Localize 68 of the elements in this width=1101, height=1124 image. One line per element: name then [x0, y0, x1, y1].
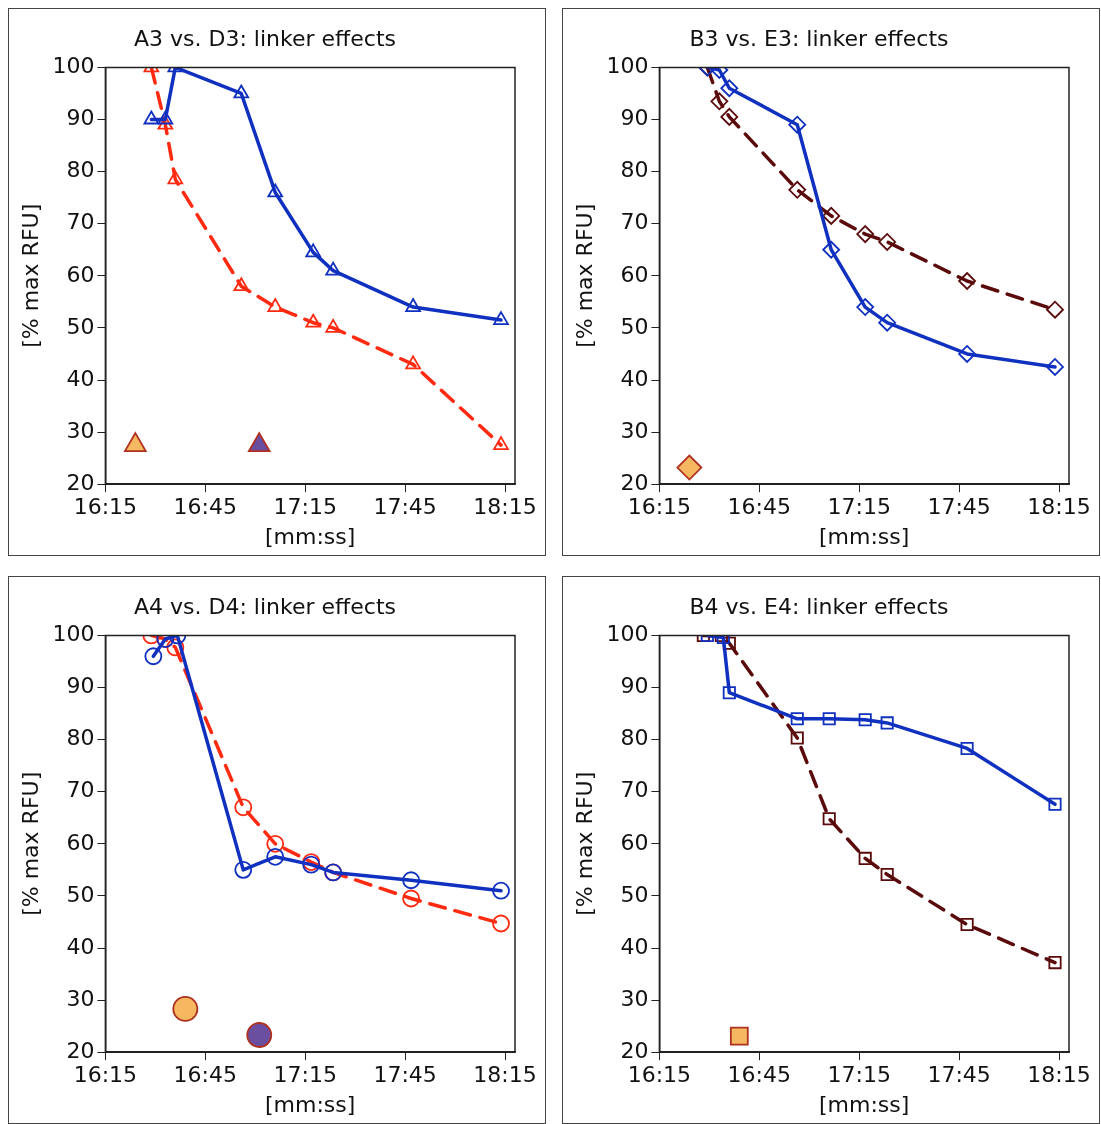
y-axis-title: [% max RFU] — [17, 203, 43, 348]
y-tick-label: 80 — [620, 157, 649, 183]
chart-title: B3 vs. E3: linker effects — [689, 25, 949, 51]
x-tick-label: 17:15 — [273, 1062, 337, 1088]
x-tick-label: 16:45 — [727, 1062, 791, 1088]
y-tick-label: 70 — [620, 777, 649, 803]
chart-title: B4 vs. E4: linker effects — [689, 593, 949, 619]
x-tick-label: 17:45 — [373, 1062, 437, 1088]
y-tick-label: 100 — [52, 53, 95, 79]
x-tick-label: 16:15 — [627, 1062, 692, 1088]
y-tick-label: 80 — [66, 157, 95, 183]
y-tick-label: 30 — [66, 985, 95, 1011]
y-tick-label: 20 — [66, 469, 95, 495]
chart-title: A3 vs. D3: linker effects — [134, 25, 396, 51]
y-tick-label: 20 — [620, 469, 649, 495]
x-tick-label: 16:15 — [73, 494, 138, 520]
x-tick-label: 17:15 — [273, 494, 337, 520]
y-tick-label: 60 — [66, 829, 95, 855]
y-tick-label: 20 — [620, 1037, 649, 1063]
y-tick-label: 60 — [66, 261, 95, 287]
x-axis-title: [mm:ss] — [819, 523, 910, 549]
y-tick-label: 90 — [620, 673, 649, 699]
y-axis-title: [% max RFU] — [571, 203, 597, 348]
y-tick-label: 90 — [66, 673, 95, 699]
y-tick-label: 30 — [620, 985, 649, 1011]
y-tick-label: 80 — [66, 725, 95, 751]
y-tick-label: 50 — [66, 881, 95, 907]
y-tick-label: 50 — [620, 881, 649, 907]
y-tick-label: 100 — [606, 53, 649, 79]
x-tick-label: 16:15 — [627, 494, 692, 520]
y-axis-title: [% max RFU] — [17, 771, 43, 916]
y-tick-label: 50 — [66, 313, 95, 339]
y-tick-label: 80 — [620, 725, 649, 751]
x-tick-label: 16:45 — [727, 494, 791, 520]
y-tick-label: 40 — [620, 365, 649, 391]
y-tick-label: 70 — [66, 209, 95, 235]
chart-title: A4 vs. D4: linker effects — [134, 593, 396, 619]
y-tick-label: 30 — [66, 417, 95, 443]
x-tick-label: 17:45 — [927, 1062, 991, 1088]
y-tick-label: 70 — [620, 209, 649, 235]
y-tick-label: 30 — [620, 417, 649, 443]
x-axis-title: [mm:ss] — [819, 1091, 910, 1117]
x-tick-label: 16:45 — [173, 1062, 237, 1088]
x-tick-label: 17:45 — [373, 494, 437, 520]
x-tick-label: 18:15 — [1027, 494, 1091, 520]
y-tick-label: 40 — [66, 365, 95, 391]
x-tick-label: 17:15 — [827, 494, 891, 520]
x-axis-title: [mm:ss] — [265, 523, 356, 549]
x-tick-label: 18:15 — [473, 494, 537, 520]
x-tick-label: 17:15 — [827, 1062, 891, 1088]
x-tick-label: 18:15 — [1027, 1062, 1091, 1088]
x-axis-title: [mm:ss] — [265, 1091, 356, 1117]
x-tick-label: 16:15 — [73, 1062, 138, 1088]
y-tick-label: 40 — [620, 933, 649, 959]
y-tick-label: 20 — [66, 1037, 95, 1063]
y-tick-label: 90 — [620, 105, 649, 131]
y-tick-label: 60 — [620, 261, 649, 287]
y-axis-title: [% max RFU] — [571, 771, 597, 916]
y-tick-label: 90 — [66, 105, 95, 131]
y-tick-label: 100 — [52, 621, 95, 647]
x-tick-label: 16:45 — [173, 494, 237, 520]
y-tick-label: 70 — [66, 777, 95, 803]
y-tick-label: 50 — [620, 313, 649, 339]
y-tick-label: 40 — [66, 933, 95, 959]
x-tick-label: 18:15 — [473, 1062, 537, 1088]
y-tick-label: 60 — [620, 829, 649, 855]
x-tick-label: 17:45 — [927, 494, 991, 520]
y-tick-label: 100 — [606, 621, 649, 647]
